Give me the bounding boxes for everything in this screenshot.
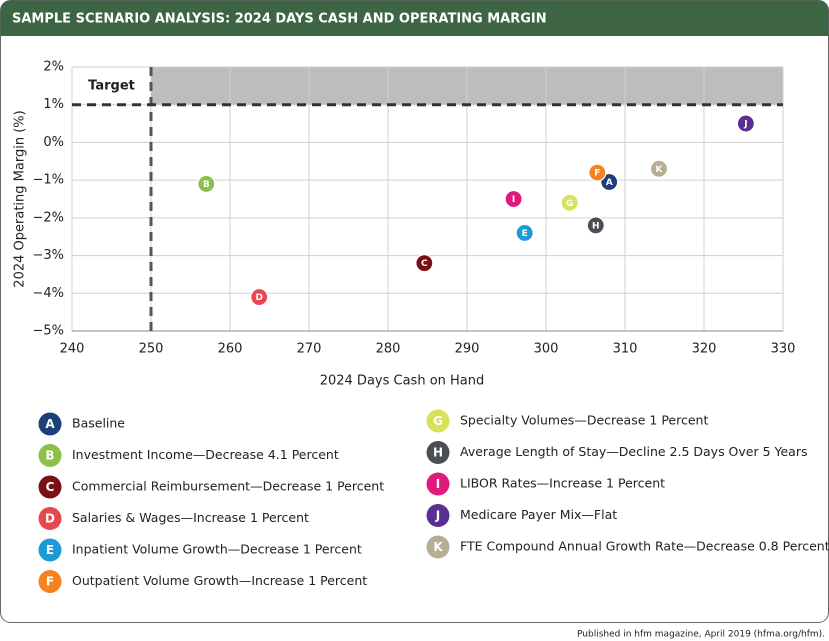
x-tick-label: 330 [771,342,796,357]
legend-label: Medicare Payer Mix—Flat [460,507,617,522]
legend-marker [38,570,62,593]
legend-marker [426,504,450,527]
chart-title: SAMPLE SCENARIO ANALYSIS: 2024 DAYS CASH… [12,12,547,27]
legend-marker [38,507,62,530]
point [250,287,269,307]
legend-marker [38,538,62,562]
point-label: D [255,293,262,303]
point-label: C [421,259,428,269]
y-tick-label: 2% [43,60,64,75]
source-note: Published in hfm magazine, April 2019 (h… [577,630,825,640]
legend-marker [426,409,450,433]
legend-letter: I [436,477,440,491]
legend-label: Specialty Volumes—Decrease 1 Percent [460,413,708,428]
y-tick-label: −3% [32,248,64,263]
legend-marker [426,472,450,496]
legend-letter: F [46,575,54,589]
point-label: K [655,165,663,175]
x-tick-label: 250 [139,342,164,357]
legend-label: Commercial Reimbursement—Decrease 1 Perc… [72,479,384,494]
point [588,163,607,182]
point [415,254,434,273]
y-tick-label: 1% [43,97,64,112]
legend-letter: D [45,512,55,526]
legend-label: Salaries & Wages—Increase 1 Percent [72,510,309,525]
legend-label: Average Length of Stay—Decline 2.5 Days … [460,444,808,459]
legend-label: Outpatient Volume Growth—Increase 1 Perc… [72,573,367,588]
point [586,216,605,235]
legend-marker [426,535,450,559]
y-tick-label: −2% [32,210,64,225]
legend-letter: E [46,543,54,557]
x-tick-label: 300 [534,342,559,357]
header-bar [0,0,829,36]
legend-marker [426,441,450,464]
point-label: E [522,229,528,239]
x-tick-label: 310 [613,342,638,357]
legend-label: Investment Income—Decrease 4.1 Percent [72,447,339,462]
legend-letter: C [46,480,55,494]
x-tick-label: 240 [60,342,85,357]
point [560,193,579,212]
y-tick-label: −5% [32,324,64,339]
x-tick-label: 280 [376,342,401,357]
x-tick-label: 260 [218,342,243,357]
legend-label: Baseline [72,416,125,431]
point-label: H [592,221,600,231]
legend-label: LIBOR Rates—Increase 1 Percent [460,476,665,491]
point-label: F [594,169,600,179]
legend-letter: J [435,509,440,523]
point [515,223,534,243]
legend-marker [38,475,62,499]
point [649,159,669,178]
x-tick-label: 290 [455,342,480,357]
point [504,189,523,209]
legend-label: FTE Compound Annual Growth Rate—Decrease… [460,539,829,554]
legend-letter: K [433,540,443,554]
target-label: Target [88,78,135,93]
legend-label: Inpatient Volume Growth—Decrease 1 Perce… [72,542,362,557]
point-label: J [743,120,747,130]
x-tick-label: 320 [692,342,717,357]
legend-letter: G [433,414,443,428]
point-label: B [203,180,210,190]
legend-letter: B [45,449,54,463]
point [197,174,216,194]
legend-letter: H [433,446,443,460]
y-tick-label: 0% [43,135,64,150]
y-axis-title: 2024 Operating Margin (%) [13,110,28,287]
y-tick-label: −1% [32,173,64,188]
x-axis-title: 2024 Days Cash on Hand [320,374,485,389]
point-label: A [606,178,613,188]
legend-marker [38,412,62,436]
y-tick-label: −4% [32,286,64,301]
legend-marker [38,444,62,467]
legend-letter: A [45,417,55,431]
x-tick-label: 270 [297,342,322,357]
point [736,114,755,133]
point-label: I [512,195,515,205]
point-label: G [566,199,573,209]
point [600,172,619,192]
